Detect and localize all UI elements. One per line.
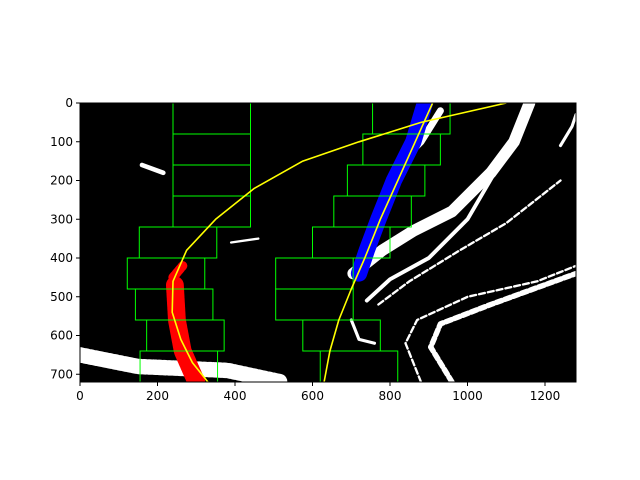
plot-area bbox=[80, 103, 576, 382]
y-tick-label-200: 200 bbox=[50, 174, 73, 188]
y-tick-label-400: 400 bbox=[50, 251, 73, 265]
y-tick-label-100: 100 bbox=[50, 135, 73, 149]
x-axis: 0 200 400 600 800 1000 1200 bbox=[76, 382, 560, 403]
x-tick-label-200: 200 bbox=[146, 389, 169, 403]
x-tick-label-600: 600 bbox=[301, 389, 324, 403]
binary-image-background bbox=[80, 103, 576, 382]
x-tick-label-1000: 1000 bbox=[452, 389, 483, 403]
noise-pixels-0 bbox=[347, 103, 536, 280]
noise-pixels-10 bbox=[349, 318, 377, 345]
image-content bbox=[80, 103, 576, 382]
x-tick-label-0: 0 bbox=[76, 389, 84, 403]
noise-pixels-5 bbox=[404, 264, 576, 382]
x-tick-label-800: 800 bbox=[379, 389, 402, 403]
axes-frame bbox=[79, 102, 577, 383]
right-lane-fit-line bbox=[323, 103, 434, 382]
noise-pixels-8 bbox=[139, 162, 166, 176]
noise-pixels-4 bbox=[427, 270, 576, 382]
noise-pixels-6 bbox=[558, 113, 576, 148]
x-tick-label-1200: 1200 bbox=[530, 389, 561, 403]
y-tick-label-300: 300 bbox=[50, 212, 73, 226]
noise-pixels-9 bbox=[229, 237, 260, 244]
y-tick-label-0: 0 bbox=[65, 96, 73, 110]
y-axis: 0 100 200 300 400 500 600 700 bbox=[50, 96, 80, 381]
left-search-window-8 bbox=[172, 103, 251, 135]
x-tick-label-400: 400 bbox=[224, 389, 247, 403]
right-search-window-8 bbox=[372, 103, 451, 135]
left-lane-fit-line bbox=[171, 103, 507, 382]
y-tick-label-600: 600 bbox=[50, 329, 73, 343]
noise-pixels-3 bbox=[377, 179, 562, 306]
y-tick-label-500: 500 bbox=[50, 290, 73, 304]
y-tick-label-700: 700 bbox=[50, 367, 73, 381]
noise-pixels-2 bbox=[364, 143, 516, 303]
